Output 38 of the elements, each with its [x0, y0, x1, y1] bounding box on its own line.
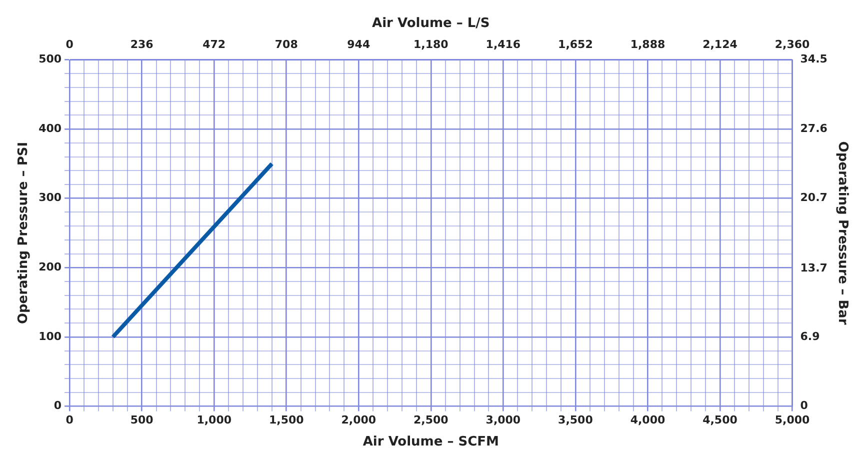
y-tick-label: 100 — [38, 330, 62, 343]
y2-axis-title: Operating Pressure – Bar — [834, 141, 850, 326]
y-tick-label: 0 — [54, 399, 62, 412]
x2-tick-label: 944 — [347, 38, 370, 52]
x2-tick-label: 2,124 — [702, 38, 738, 52]
x2-tick-label: 472 — [202, 38, 226, 52]
y2-tick-label: 20.7 — [800, 191, 828, 204]
y-tick-label: 400 — [38, 122, 62, 135]
x2-axis-title: Air Volume – L/S — [372, 16, 490, 32]
x2-tick-label: 0 — [66, 38, 74, 52]
y-axis-title: Operating Pressure – PSI — [16, 142, 32, 324]
x-tick-label: 2,500 — [414, 414, 449, 427]
x-tick-label: 3,000 — [486, 414, 521, 427]
y2-tick-label: 6.9 — [800, 330, 820, 343]
y-tick-label: 500 — [38, 52, 62, 66]
y2-tick-label: 13.7 — [800, 262, 828, 275]
x-tick-label: 1,000 — [196, 414, 232, 427]
x-tick-label: 2,000 — [341, 414, 376, 427]
x-tick-label: 5,000 — [774, 414, 810, 427]
x2-tick-label: 1,652 — [558, 38, 593, 52]
x2-tick-label: 236 — [130, 38, 154, 52]
x2-tick-label: 2,360 — [774, 38, 810, 52]
x-tick-label: 4,500 — [702, 414, 738, 427]
x2-tick-label: 1,180 — [414, 38, 449, 52]
x2-tick-label: 1,416 — [486, 38, 521, 52]
x-tick-label: 1,500 — [268, 414, 304, 427]
x-tick-label: 4,000 — [630, 414, 666, 427]
x-tick-label: 3,500 — [558, 414, 594, 427]
x-tick-label: 0 — [66, 414, 74, 427]
x-tick-label: 500 — [130, 414, 154, 427]
y2-tick-label: 34.5 — [800, 52, 828, 66]
y2-tick-label: 0 — [800, 399, 808, 412]
x2-tick-label: 708 — [274, 38, 298, 52]
x2-tick-label: 1,888 — [630, 38, 666, 52]
y-tick-label: 300 — [38, 191, 62, 204]
y-tick-label: 200 — [38, 260, 62, 274]
y2-tick-label: 27.6 — [800, 122, 828, 135]
x-axis-title: Air Volume – SCFM — [362, 434, 499, 450]
